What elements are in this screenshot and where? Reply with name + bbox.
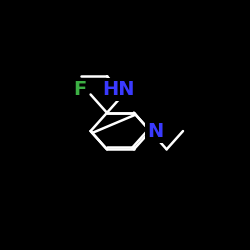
Text: N: N	[147, 122, 163, 141]
Text: F: F	[74, 80, 87, 99]
Text: HN: HN	[102, 80, 135, 99]
